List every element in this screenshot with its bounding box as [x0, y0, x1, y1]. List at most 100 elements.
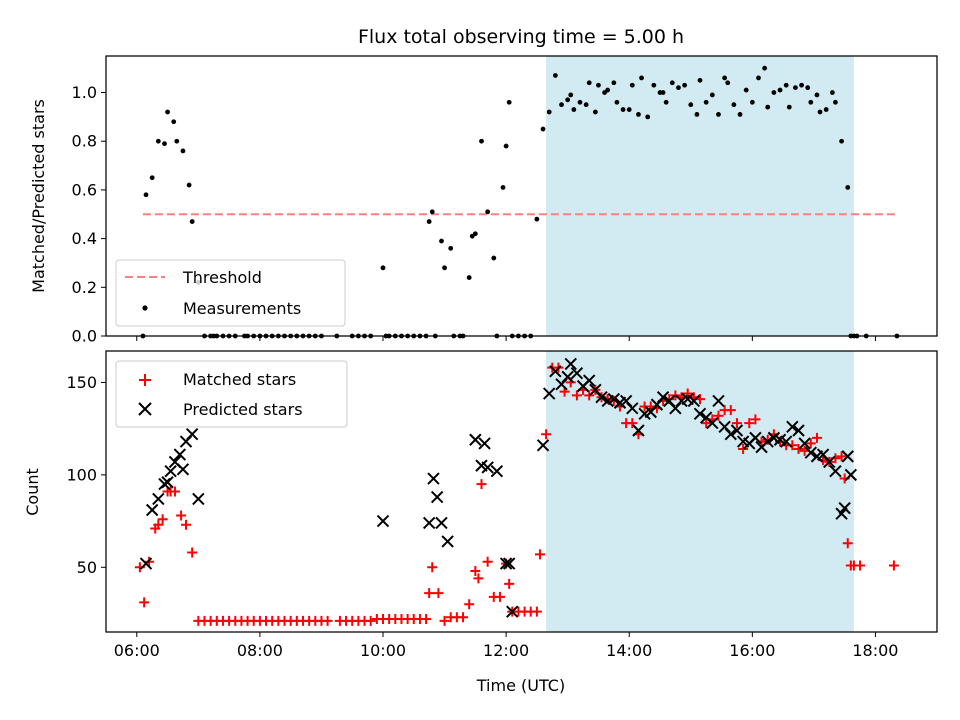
matched-star-point [482, 556, 493, 567]
measurement-point [697, 77, 703, 83]
predicted-star-point [176, 463, 190, 476]
matched-star-point [427, 562, 438, 573]
matched-star-point [458, 612, 469, 623]
predicted-star-point [441, 535, 454, 548]
predicted-star-point [469, 433, 482, 446]
measurement-point [651, 82, 657, 88]
measurement-point [500, 185, 506, 190]
matched-star-point [176, 510, 187, 521]
measurement-point [793, 85, 798, 91]
x-tick-label: 18:00 [852, 641, 898, 660]
legend-threshold-label: Threshold [182, 268, 262, 287]
measurement-point [540, 126, 546, 132]
predicted-star-point [761, 435, 774, 448]
predicted-star-point [749, 431, 762, 445]
measurement-point [783, 82, 789, 88]
measurement-point [762, 65, 768, 71]
matched-star-point [187, 547, 198, 558]
predicted-star-point [481, 461, 494, 474]
measurement-point [805, 85, 811, 91]
measurement-point [626, 107, 632, 112]
x-tick-label: 08:00 [237, 641, 283, 660]
top-y-tick-label: 1.0 [72, 83, 97, 102]
matched-star-point [627, 418, 638, 429]
predicted-star-point [549, 365, 562, 378]
matched-star-point [725, 405, 736, 416]
x-tick-label: 14:00 [606, 641, 652, 660]
measurement-point [756, 75, 761, 81]
matched-star-point [421, 614, 432, 625]
matched-star-point [701, 418, 712, 429]
legend-matched-label: Matched stars [183, 370, 296, 389]
predicted-star-point [583, 374, 596, 387]
top-y-ticks: 0.0 0.2 0.4 0.6 0.8 1.0 [72, 83, 106, 346]
predicted-star-point [693, 407, 707, 421]
top-observing-window [546, 56, 854, 336]
predicted-stars-points [139, 357, 858, 618]
matched-star-point [169, 486, 180, 497]
matched-star-point [888, 560, 899, 571]
measurement-point [171, 119, 177, 125]
bottom-panel-counts: 50 100 150 06:00 08:00 10:00 12:00 14:00 16:00 1… [23, 350, 938, 695]
predicted-star-point [712, 394, 725, 408]
predicted-star-point [730, 424, 744, 437]
legend-predicted-label: Predicted stars [183, 400, 303, 419]
measurement-point [777, 87, 783, 93]
bottom-y-tick-label: 100 [66, 465, 97, 484]
predicted-star-point [829, 464, 842, 478]
measurement-point [669, 80, 675, 86]
measurement-point [688, 102, 694, 108]
matched-star-point [531, 606, 542, 617]
measurement-point [731, 102, 737, 108]
predicted-star-point [422, 516, 436, 530]
matched-star-point [793, 443, 804, 454]
measurement-point [448, 245, 454, 251]
measurement-point [559, 102, 564, 108]
predicted-star-point [502, 557, 516, 570]
measurement-point [583, 102, 589, 108]
predicted-star-point [139, 557, 153, 570]
predicted-star-point [804, 446, 818, 459]
measurement-point [605, 87, 611, 93]
predicted-star-point [430, 490, 444, 504]
measurement-point [485, 209, 491, 215]
measurement-point [155, 138, 161, 144]
measurement-point [817, 109, 823, 115]
measurement-point [737, 112, 743, 117]
predicted-star-point [185, 427, 199, 441]
matched-star-point [670, 390, 681, 401]
predicted-star-point [687, 394, 701, 408]
measurement-point [620, 107, 626, 112]
predicted-star-point [570, 366, 584, 380]
measurement-point [639, 75, 644, 81]
predicted-star-point [626, 402, 639, 415]
top-y-tick-label: 0.0 [72, 327, 97, 346]
measurement-point [629, 82, 635, 88]
predicted-star-point [161, 476, 174, 489]
matched-star-point [139, 597, 150, 608]
predicted-star-point [656, 391, 670, 404]
measurement-point [709, 92, 715, 98]
measurement-point [466, 275, 472, 280]
top-legend-box [115, 259, 346, 327]
bottom-legend: Matched stars Predicted stars [115, 360, 348, 428]
matched-star-point [713, 410, 724, 421]
measurement-point [808, 99, 814, 105]
measurement-point [429, 209, 435, 215]
matched-star-point [494, 591, 505, 602]
legend-matched-swatch [139, 374, 151, 386]
predicted-star-point [844, 468, 858, 482]
predicted-star-point [145, 503, 159, 517]
matched-star-point [855, 560, 866, 571]
matched-star-point [805, 438, 816, 449]
measurement-point [799, 82, 804, 88]
measurement-point [592, 109, 598, 115]
predicted-star-point [536, 439, 550, 452]
x-tick-label: 10:00 [360, 641, 406, 660]
measurement-point [636, 112, 641, 117]
predicted-star-point [173, 448, 187, 461]
measurement-point [442, 265, 447, 271]
predicted-star-point [506, 605, 519, 618]
measurement-point [565, 97, 571, 103]
top-panel-ratio: 0.0 0.2 0.4 0.6 0.8 1.0 Matched/Predicted sta… [29, 55, 938, 346]
